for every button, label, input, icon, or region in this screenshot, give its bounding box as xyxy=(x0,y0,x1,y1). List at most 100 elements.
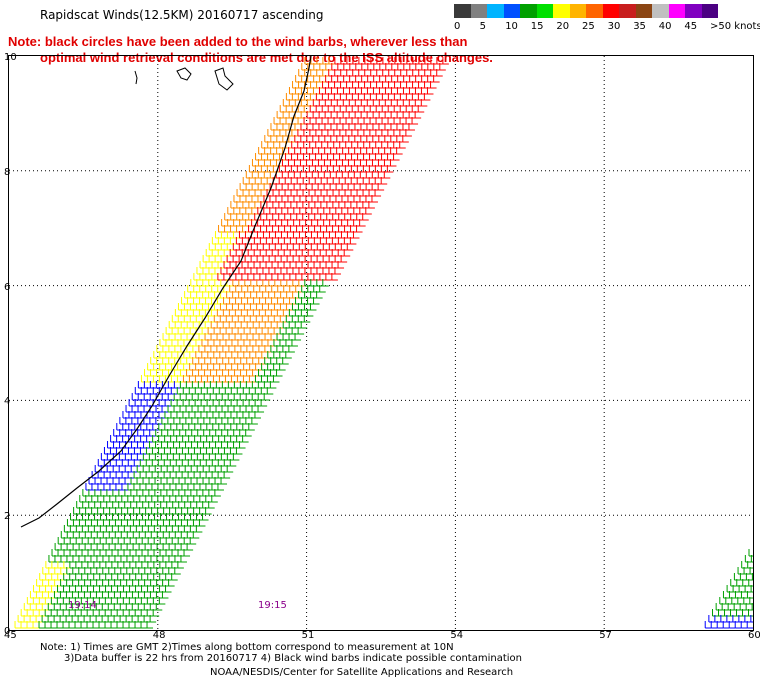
wind-barb xyxy=(319,285,326,293)
wind-barb xyxy=(418,57,425,65)
wind-barb xyxy=(412,57,419,65)
wind-barb xyxy=(263,393,271,401)
scale-swatch xyxy=(553,4,570,18)
wind-barb xyxy=(242,435,249,443)
scale-label: 35 xyxy=(633,21,646,32)
wind-barb xyxy=(294,333,302,341)
wind-barb xyxy=(726,615,733,623)
wind-barb xyxy=(728,591,736,599)
wind-barb xyxy=(165,585,172,593)
wind-barb xyxy=(322,279,329,287)
wind-barb xyxy=(734,621,742,629)
y-tick-label: 6 xyxy=(4,281,11,293)
wind-barb xyxy=(751,603,753,611)
wind-barb xyxy=(746,621,753,629)
wind-barb xyxy=(331,273,338,281)
y-tick-label: 10 xyxy=(4,52,17,63)
wind-barb xyxy=(436,57,443,65)
wind-barb xyxy=(371,195,378,203)
wind-barb xyxy=(346,243,354,251)
wind-barb xyxy=(223,471,231,479)
map-plot xyxy=(8,55,754,631)
wind-barb xyxy=(740,591,748,599)
wind-barb xyxy=(325,273,332,281)
wind-barb xyxy=(168,579,175,587)
wind-barb xyxy=(56,621,64,629)
x-tick-label: 60 xyxy=(748,630,760,641)
wind-barb xyxy=(730,579,737,587)
scale-swatch xyxy=(503,4,520,18)
scale-label: 15 xyxy=(530,21,544,32)
wind-barb xyxy=(214,489,221,497)
wind-barb xyxy=(122,621,130,629)
wind-barb xyxy=(376,57,383,65)
wind-barb xyxy=(402,135,409,143)
wind-barb xyxy=(368,201,375,209)
scale-swatch xyxy=(602,4,619,18)
y-tick-label: 8 xyxy=(4,166,11,178)
scale-swatch xyxy=(701,4,718,18)
wind-barb xyxy=(98,621,106,629)
wind-barb xyxy=(724,609,731,617)
wind-barb xyxy=(748,609,753,617)
wind-barb xyxy=(749,597,753,605)
wind-barb xyxy=(406,57,413,65)
wind-barb xyxy=(386,165,394,173)
wind-barb xyxy=(736,609,743,617)
wind-barb xyxy=(337,261,345,269)
wind-barb xyxy=(195,525,203,533)
wind-barb xyxy=(257,405,265,413)
wind-barb xyxy=(424,57,431,65)
wind-barb xyxy=(733,603,741,611)
wind-barb xyxy=(362,213,369,221)
footer-notes: Note: 1) Times are GMT 2)Times along bot… xyxy=(40,642,522,664)
scale-swatch xyxy=(470,4,487,18)
wind-barbs xyxy=(14,57,753,629)
scale-swatch xyxy=(635,4,652,18)
wind-barb xyxy=(232,453,240,461)
scale-swatch xyxy=(652,4,669,18)
wind-barb xyxy=(340,57,347,65)
wind-barb xyxy=(370,57,377,65)
wind-barb xyxy=(718,609,725,617)
wind-barb xyxy=(161,591,169,599)
wind-barb xyxy=(146,621,154,629)
wind-barb xyxy=(86,621,94,629)
wind-barb xyxy=(92,621,100,629)
x-tick-label: 57 xyxy=(599,630,612,641)
wind-barb xyxy=(745,573,753,581)
wind-barb xyxy=(62,621,70,629)
scale-label: 0 xyxy=(454,21,461,32)
wind-barb xyxy=(260,399,268,407)
wind-barb xyxy=(389,159,397,167)
wind-barb xyxy=(316,57,323,65)
wind-barb xyxy=(747,561,753,569)
wind-barb xyxy=(343,249,351,257)
wind-barb xyxy=(380,177,388,185)
time-label-1: 19:14 xyxy=(68,600,97,611)
wind-barb xyxy=(741,561,748,569)
x-tick-label: 48 xyxy=(152,630,166,641)
wind-barb xyxy=(356,225,363,233)
wind-barb xyxy=(306,309,314,317)
wind-barb xyxy=(183,549,191,557)
wind-barb xyxy=(712,609,719,617)
wind-barb xyxy=(382,57,389,65)
wind-barb xyxy=(288,345,295,353)
wind-barb xyxy=(399,141,406,149)
wind-barb xyxy=(433,75,440,83)
wind-barb xyxy=(303,315,311,323)
wind-barb xyxy=(400,57,407,65)
scale-swatch xyxy=(668,4,685,18)
wind-barb xyxy=(202,513,209,521)
scale-swatch xyxy=(685,4,702,18)
wind-barb xyxy=(359,219,366,227)
wind-barb xyxy=(248,423,255,431)
wind-barb xyxy=(704,621,712,629)
note-line-1: Note: black circles have been added to t… xyxy=(8,34,468,49)
wind-barb xyxy=(26,621,34,629)
x-tick-label: 45 xyxy=(4,630,17,641)
wind-barb xyxy=(749,567,753,575)
credit-line: NOAA/NESDIS/Center for Satellite Applica… xyxy=(210,667,514,678)
wind-barb xyxy=(423,93,431,101)
